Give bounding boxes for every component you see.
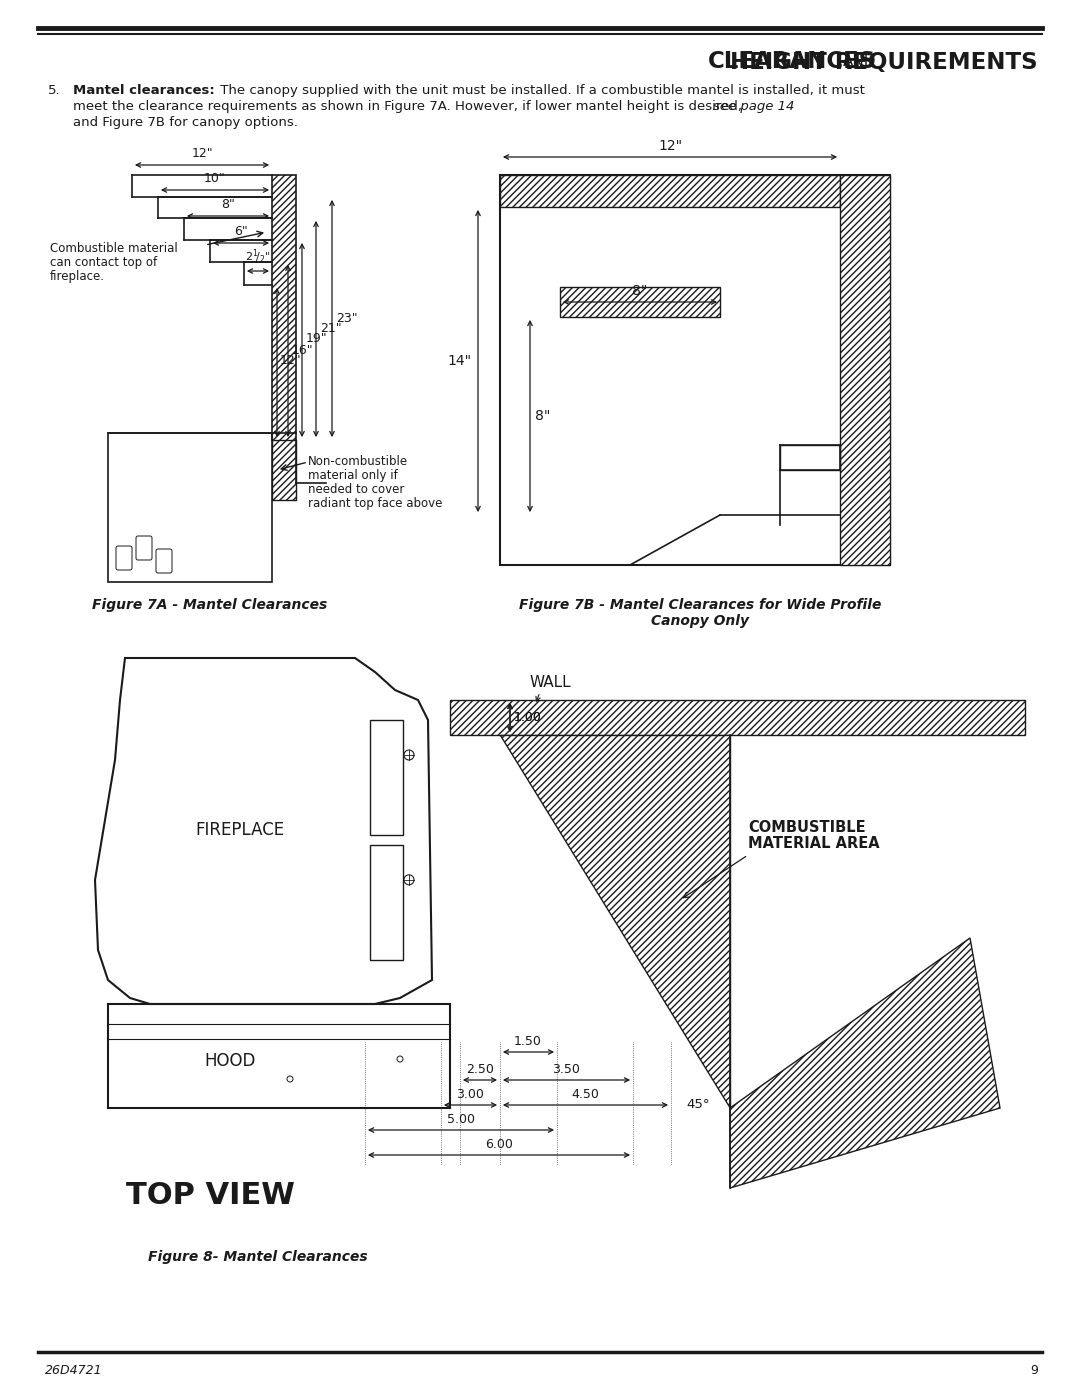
Text: 19": 19" (306, 331, 327, 345)
Bar (370, 719, 403, 835)
Text: Combustible material: Combustible material (50, 242, 178, 256)
Text: 23": 23" (336, 312, 357, 324)
Circle shape (404, 750, 414, 760)
Text: Canopy Only: Canopy Only (651, 615, 750, 629)
Polygon shape (95, 658, 432, 1004)
Text: material only if: material only if (308, 469, 397, 482)
Text: The canopy supplied with the unit must be installed. If a combustible mantel is : The canopy supplied with the unit must b… (216, 84, 865, 96)
Bar (450, 700, 1025, 735)
Text: HEIGHT REQUIREMENTS: HEIGHT REQUIREMENTS (730, 50, 1038, 74)
Text: 1.00: 1.00 (514, 711, 542, 724)
Text: $2^1\!/_2$": $2^1\!/_2$" (245, 247, 271, 265)
Text: 6.00: 6.00 (485, 1139, 513, 1151)
Text: Figure 8- Mantel Clearances: Figure 8- Mantel Clearances (148, 1250, 367, 1264)
Text: 12": 12" (658, 138, 683, 154)
Text: meet the clearance requirements as shown in Figure 7A. However, if lower mantel : meet the clearance requirements as shown… (73, 101, 746, 113)
Circle shape (404, 875, 414, 884)
Bar (500, 175, 840, 207)
Text: 9: 9 (1030, 1363, 1038, 1376)
Text: TOP VIEW: TOP VIEW (125, 1180, 295, 1210)
FancyBboxPatch shape (136, 536, 152, 560)
Bar (561, 286, 720, 317)
Text: see page 14: see page 14 (713, 101, 795, 113)
Text: 8": 8" (632, 284, 648, 298)
Polygon shape (730, 937, 1000, 1187)
Text: 1.00: 1.00 (514, 711, 542, 724)
FancyBboxPatch shape (156, 549, 172, 573)
Bar (450, 700, 1025, 735)
Text: Non-combustible: Non-combustible (308, 455, 408, 468)
Text: 12": 12" (280, 353, 301, 366)
Text: HOOD: HOOD (204, 1052, 256, 1070)
Bar (780, 446, 840, 469)
Bar (561, 286, 720, 317)
Text: can contact top of: can contact top of (50, 256, 157, 270)
Bar (272, 175, 296, 500)
Bar (272, 175, 296, 500)
Text: 12": 12" (191, 147, 213, 161)
Text: fireplace.: fireplace. (50, 270, 105, 284)
Bar (840, 175, 890, 564)
Bar (500, 175, 890, 564)
Text: 5.00: 5.00 (447, 1113, 475, 1126)
Bar (272, 440, 296, 500)
Text: MATERIAL AREA: MATERIAL AREA (748, 835, 879, 851)
Text: and Figure 7B for canopy options.: and Figure 7B for canopy options. (73, 116, 298, 129)
Text: 3.00: 3.00 (457, 1088, 485, 1101)
Text: 2.50: 2.50 (467, 1063, 494, 1076)
Text: Mantel clearances:: Mantel clearances: (73, 84, 215, 96)
Bar (272, 440, 296, 500)
Text: Figure 7B - Mantel Clearances for Wide Profile: Figure 7B - Mantel Clearances for Wide P… (518, 598, 881, 612)
Text: 5.: 5. (48, 84, 60, 96)
Text: 10": 10" (204, 172, 226, 184)
Text: FIREPLACE: FIREPLACE (195, 821, 284, 840)
Bar (370, 845, 403, 960)
Text: WALL: WALL (530, 675, 571, 690)
Bar (500, 175, 840, 207)
Circle shape (287, 1076, 293, 1083)
Text: 26D4721: 26D4721 (45, 1363, 103, 1376)
Text: 6": 6" (234, 225, 248, 237)
Text: 8": 8" (221, 198, 235, 211)
Text: 8": 8" (535, 409, 551, 423)
Text: 21": 21" (320, 321, 341, 334)
Text: radiant top face above: radiant top face above (308, 497, 443, 510)
Text: COMBUSTIBLE: COMBUSTIBLE (748, 820, 866, 835)
Text: AND: AND (843, 54, 877, 70)
Text: needed to cover: needed to cover (308, 483, 404, 496)
Circle shape (397, 1056, 403, 1062)
Bar (840, 175, 890, 564)
Text: 45°: 45° (686, 1098, 710, 1112)
Polygon shape (500, 735, 730, 1108)
FancyBboxPatch shape (116, 546, 132, 570)
Text: 4.50: 4.50 (571, 1088, 599, 1101)
Text: 14": 14" (448, 353, 472, 367)
Bar (108, 433, 272, 583)
Text: Figure 7A - Mantel Clearances: Figure 7A - Mantel Clearances (93, 598, 327, 612)
Text: CLEARANCES: CLEARANCES (708, 50, 876, 74)
Text: 1.50: 1.50 (514, 1035, 542, 1048)
Text: 3.50: 3.50 (552, 1063, 580, 1076)
Text: 16": 16" (292, 344, 313, 356)
